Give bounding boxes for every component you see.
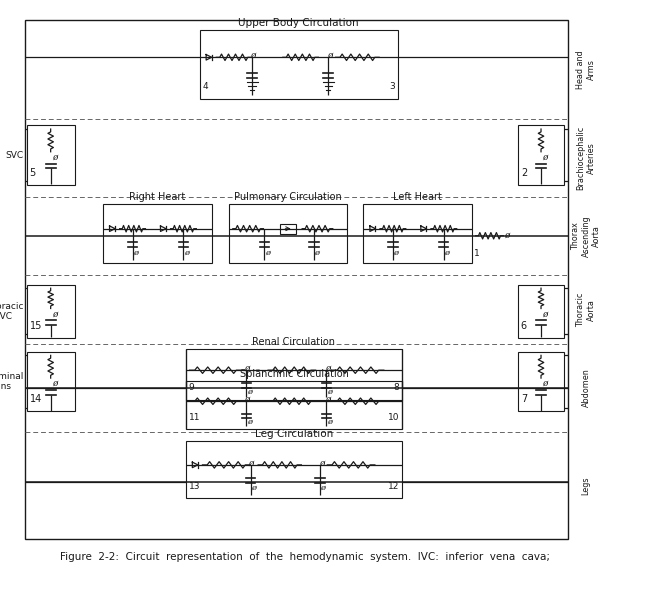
Bar xyxy=(186,441,402,498)
Text: ø: ø xyxy=(328,51,333,60)
Text: 10: 10 xyxy=(388,412,399,421)
Text: ø: ø xyxy=(326,364,331,373)
Text: 9: 9 xyxy=(188,383,194,392)
Text: 2: 2 xyxy=(521,168,527,178)
Text: ø: ø xyxy=(314,249,319,256)
Bar xyxy=(280,223,296,234)
Text: 7: 7 xyxy=(521,394,527,404)
Text: 13: 13 xyxy=(188,482,200,491)
Text: 6: 6 xyxy=(521,320,527,330)
Text: 15: 15 xyxy=(29,320,42,330)
Text: 5: 5 xyxy=(29,168,36,178)
Text: ø: ø xyxy=(542,309,547,318)
Bar xyxy=(518,285,564,338)
Bar xyxy=(186,381,402,429)
Text: 3: 3 xyxy=(389,82,395,92)
Text: ø: ø xyxy=(184,249,188,256)
Bar xyxy=(103,203,212,263)
Text: Right Heart: Right Heart xyxy=(129,191,185,202)
Text: ø: ø xyxy=(250,51,255,60)
Text: ø: ø xyxy=(51,309,57,318)
Text: Thoracic
Aorta: Thoracic Aorta xyxy=(577,293,596,327)
Text: ø: ø xyxy=(542,379,547,388)
Text: ø: ø xyxy=(504,231,510,240)
Text: Abdomen: Abdomen xyxy=(582,368,591,408)
Bar xyxy=(27,352,75,412)
Text: Head and
Arms: Head and Arms xyxy=(577,51,596,89)
Text: Upper Body Circulation: Upper Body Circulation xyxy=(239,18,359,28)
Text: ø: ø xyxy=(327,388,332,396)
Bar xyxy=(27,285,75,338)
Bar xyxy=(229,203,347,263)
Bar xyxy=(363,203,472,263)
Text: ø: ø xyxy=(251,483,256,492)
Text: ø: ø xyxy=(265,249,270,256)
Text: ø: ø xyxy=(542,153,547,162)
Text: ø: ø xyxy=(247,388,252,396)
Text: ø: ø xyxy=(444,249,449,256)
Text: Leg Circulation: Leg Circulation xyxy=(255,429,333,439)
Text: ø: ø xyxy=(319,459,324,468)
Text: ø: ø xyxy=(320,483,325,492)
Bar xyxy=(200,29,398,99)
Text: ø: ø xyxy=(248,459,254,468)
Bar xyxy=(518,352,564,412)
Text: Left Heart: Left Heart xyxy=(393,191,442,202)
Text: Pulmonary Circulation: Pulmonary Circulation xyxy=(234,191,342,202)
Bar xyxy=(186,349,402,400)
Text: Brachiocephalic
Arteries: Brachiocephalic Arteries xyxy=(577,126,596,190)
Text: 1: 1 xyxy=(474,249,480,258)
Text: Abdominal
Veins: Abdominal Veins xyxy=(0,372,24,391)
Text: ø: ø xyxy=(51,379,57,388)
Text: Figure  2-2:  Circuit  representation  of  the  hemodynamic  system.  IVC:  infe: Figure 2-2: Circuit representation of th… xyxy=(60,552,551,562)
Text: ø: ø xyxy=(247,418,252,426)
Text: Renal Circulation: Renal Circulation xyxy=(252,337,335,347)
Text: ø: ø xyxy=(51,153,57,162)
Bar xyxy=(518,125,564,185)
Text: 14: 14 xyxy=(29,394,42,404)
Bar xyxy=(27,125,75,185)
Text: ø: ø xyxy=(326,395,331,404)
Text: 12: 12 xyxy=(388,482,399,491)
Text: SVC: SVC xyxy=(6,150,24,160)
Text: ø: ø xyxy=(244,364,249,373)
Text: ø: ø xyxy=(244,395,249,404)
Text: 8: 8 xyxy=(394,383,399,392)
Text: ø: ø xyxy=(327,418,332,426)
Text: 11: 11 xyxy=(188,412,200,421)
Text: ø: ø xyxy=(133,249,138,256)
Text: Thorax
Ascending
Aorta: Thorax Ascending Aorta xyxy=(571,216,601,257)
Text: Legs: Legs xyxy=(582,476,591,495)
Text: Splänchnic Circulation: Splänchnic Circulation xyxy=(240,369,348,379)
Text: 4: 4 xyxy=(202,82,208,92)
Text: ø: ø xyxy=(393,249,398,256)
Text: Thoracic
IVC: Thoracic IVC xyxy=(0,302,24,321)
